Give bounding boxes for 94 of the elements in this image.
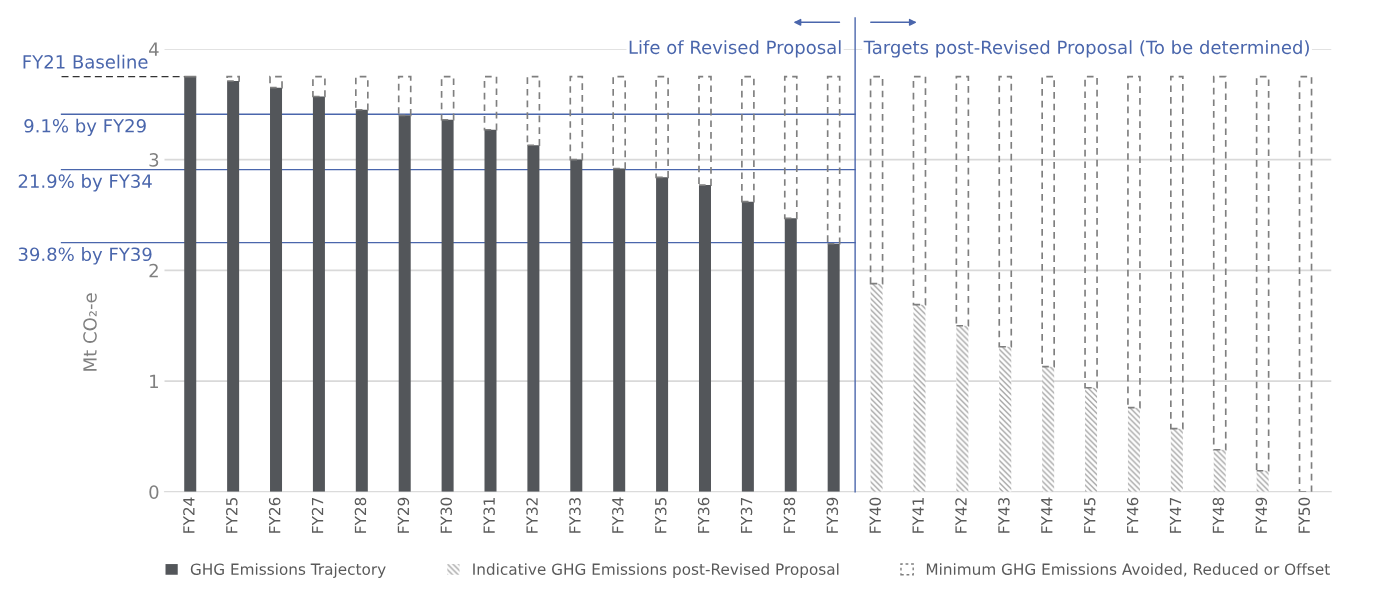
bar: [354, 75, 369, 111]
x-tick-label: FY42: [955, 498, 967, 533]
x-tick-label: FY35: [654, 498, 667, 533]
bar: [355, 109, 368, 492]
x-tick-label: FY45: [1084, 498, 1096, 533]
bar: [270, 87, 283, 492]
bar: [783, 75, 798, 220]
bar: [826, 75, 841, 245]
x-tick-label: FY36: [697, 497, 710, 533]
y-tick-label: 1: [150, 374, 158, 388]
x-tick-label: FY49: [1255, 497, 1268, 533]
x-tick-label: FY40: [869, 497, 881, 533]
x-tick-label: FY37: [740, 497, 753, 533]
bar: [956, 325, 969, 492]
bar: [227, 81, 240, 492]
bar: [784, 218, 797, 492]
ref-line-label: 9.1% by FY29: [24, 118, 146, 137]
y-tick-label: 0: [149, 485, 159, 499]
x-tick-label: FY32: [526, 498, 538, 533]
ref-line-label: 21.9% by FY34: [18, 174, 152, 192]
x-tick-label: FY30: [440, 497, 453, 533]
x-tick-label: FY33: [569, 497, 581, 533]
legend-label: Indicative GHG Emissions post-Revised Proposal: [473, 563, 839, 578]
bar: [440, 75, 455, 121]
bar: [827, 243, 840, 492]
bar: [1127, 75, 1141, 409]
bar: [698, 185, 711, 492]
x-tick-label: FY48: [1212, 497, 1225, 533]
x-tick-label: FY38: [783, 497, 796, 533]
legend-label: GHG Emissions Trajectory: [190, 563, 386, 578]
bar: [1085, 387, 1098, 492]
bar: [655, 75, 669, 179]
bar: [656, 177, 669, 492]
bar: [483, 75, 498, 131]
x-tick-label: FY43: [998, 497, 1010, 533]
bar: [570, 159, 583, 492]
x-tick-label: FY25: [226, 498, 238, 533]
bar: [184, 76, 197, 492]
bar: [1042, 366, 1055, 492]
bar: [1255, 75, 1270, 472]
x-tick-label: FY39: [826, 497, 839, 533]
y-tick-label: 4: [149, 42, 159, 56]
bar: [1212, 75, 1227, 451]
bar: [1298, 75, 1313, 492]
bar: [484, 129, 497, 492]
x-tick-label: FY34: [612, 497, 624, 533]
x-tick-label: FY41: [912, 498, 924, 533]
x-tick-label: FY50: [1298, 497, 1310, 533]
x-tick-label: FY26: [268, 497, 281, 533]
y-tick-label: 3: [149, 153, 159, 167]
annotation: Targets post-Revised Proposal (To be determined): [863, 40, 1309, 58]
x-tick-label: FY24: [183, 497, 195, 533]
bar: [998, 75, 1013, 348]
bar: [741, 201, 754, 492]
y-axis-title: Mt CO₂-e: [83, 293, 97, 371]
ref-line-label: 39.8% by FY39: [18, 247, 152, 265]
bar: [398, 115, 411, 492]
bar: [1084, 75, 1098, 389]
bar: [312, 96, 325, 492]
bar: [569, 75, 584, 161]
bar: [226, 75, 240, 82]
bar: [870, 283, 883, 492]
bar: [397, 75, 412, 117]
x-tick-label: FY47: [1169, 497, 1182, 533]
bar: [698, 75, 712, 186]
x-tick-label: FY28: [354, 497, 367, 533]
bar: [1170, 75, 1184, 430]
x-tick-label: FY31: [483, 498, 495, 533]
bar: [999, 346, 1012, 492]
bar: [913, 304, 926, 492]
bar: [1127, 407, 1140, 492]
bar: [269, 75, 283, 89]
bar: [526, 75, 541, 147]
x-tick-label: FY27: [311, 497, 324, 533]
bar: [869, 75, 884, 285]
bar: [527, 145, 540, 492]
bar: [613, 168, 626, 492]
legend-label: Minimum GHG Emissions Avoided, Reduced or Offset: [926, 563, 1330, 577]
bar: [441, 119, 454, 492]
bar: [741, 75, 755, 203]
x-tick-label: FY29: [397, 497, 410, 533]
x-tick-label: FY44: [1041, 497, 1053, 533]
bar: [955, 75, 970, 327]
bar: [1213, 449, 1226, 492]
y-tick-label: 2: [149, 263, 158, 278]
annotation: Life of Revised Proposal: [629, 40, 841, 58]
bar: [1256, 470, 1269, 492]
bar: [1170, 428, 1183, 492]
bar: [612, 75, 627, 170]
ref-line-label: FY21 Baseline: [23, 54, 148, 69]
bar: [912, 75, 927, 306]
bar: [1041, 75, 1055, 368]
x-tick-label: FY46: [1126, 497, 1139, 533]
bar: [312, 75, 326, 98]
